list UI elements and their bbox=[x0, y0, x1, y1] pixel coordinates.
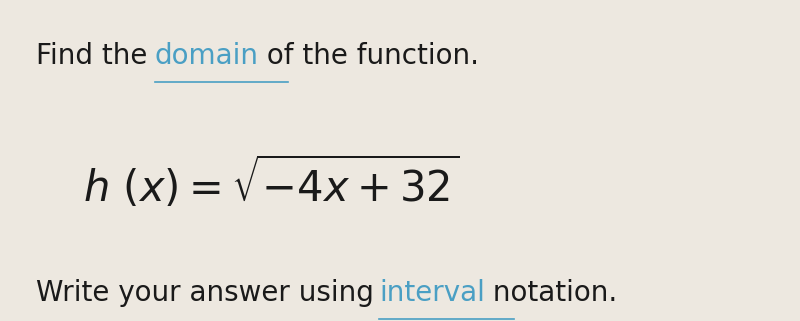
Text: $h\ (x) = \sqrt{-4x+32}$: $h\ (x) = \sqrt{-4x+32}$ bbox=[83, 154, 459, 211]
Text: of the function.: of the function. bbox=[258, 42, 478, 70]
Text: interval: interval bbox=[379, 279, 485, 307]
Text: domain: domain bbox=[155, 42, 259, 70]
Text: Find the: Find the bbox=[36, 42, 156, 70]
Text: notation.: notation. bbox=[484, 279, 617, 307]
Text: Write your answer using: Write your answer using bbox=[36, 279, 382, 307]
